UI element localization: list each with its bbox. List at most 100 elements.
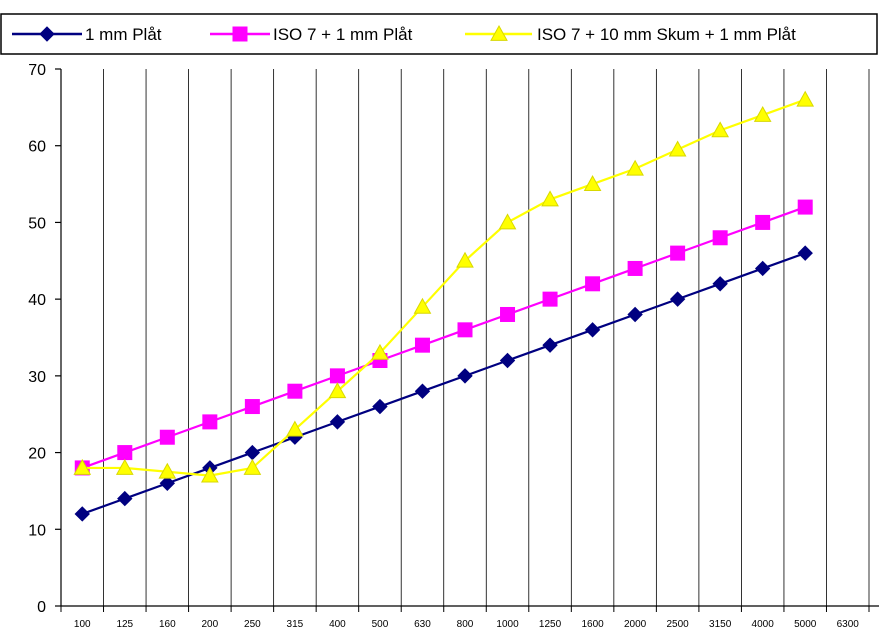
y-tick-label: 30: [28, 369, 46, 386]
data-point: [158, 462, 177, 479]
y-tick-label: 70: [28, 62, 46, 79]
legend-label: ISO 7 + 10 mm Skum + 1 mm Plåt: [537, 25, 796, 44]
data-point: [541, 190, 559, 207]
x-tick-label: 160: [159, 619, 176, 630]
x-tick-label: 125: [116, 619, 133, 630]
data-point: [414, 337, 430, 353]
data-point: [753, 105, 772, 122]
x-tick-label: 630: [414, 619, 431, 630]
data-point: [712, 276, 728, 292]
x-tick-label: 3150: [709, 619, 732, 630]
data-point: [74, 506, 90, 522]
legend: 1 mm Plåt ISO 7 + 1 mm Plåt ISO 7 + 10 m…: [0, 13, 878, 55]
data-point: [244, 399, 260, 415]
data-point: [796, 90, 815, 107]
x-tick-label: 1000: [496, 619, 519, 630]
data-point: [499, 352, 516, 369]
data-point: [243, 458, 262, 475]
data-point: [413, 297, 432, 314]
y-axis-ticks: 0 10 20 30 40 50 60 70: [28, 62, 61, 616]
x-tick-label: 6300: [837, 619, 860, 630]
legend-item-iso7-1mm-plat: ISO 7 + 1 mm Plåt: [210, 25, 413, 44]
y-tick-label: 20: [28, 446, 46, 463]
grid: [103, 69, 870, 606]
data-point: [287, 383, 303, 399]
legend-marker: [39, 26, 55, 42]
legend-label: ISO 7 + 1 mm Plåt: [273, 25, 413, 44]
data-point: [73, 458, 92, 475]
x-tick-label: 5000: [794, 619, 817, 630]
series-line: [81, 252, 806, 515]
data-point: [627, 306, 643, 323]
data-point: [159, 475, 176, 491]
x-tick-label: 250: [244, 619, 261, 630]
y-tick-label: 40: [28, 292, 46, 309]
x-axis-ticks: 100 125 160 200 250 315 400 500 630 800 1000 1250 16…: [60, 606, 870, 630]
data-point: [626, 159, 644, 176]
x-tick-label: 1250: [539, 619, 562, 630]
data-point: [797, 199, 813, 215]
x-tick-label: 400: [329, 619, 346, 630]
x-tick-label: 100: [74, 619, 91, 630]
legend-marker: [232, 26, 248, 42]
data-point: [457, 322, 473, 338]
data-point: [500, 306, 516, 322]
y-tick-label: 10: [28, 522, 46, 539]
data-point: [286, 420, 304, 437]
series-layer: [73, 90, 815, 522]
data-point: [755, 214, 771, 230]
data-point: [754, 260, 771, 277]
legend-label: 1 mm Plåt: [85, 25, 162, 44]
series-2: [73, 90, 815, 483]
series-0: [74, 245, 813, 522]
x-tick-label: 2000: [624, 619, 647, 630]
data-point: [456, 251, 474, 268]
x-tick-label: 1600: [581, 619, 604, 630]
data-point: [371, 343, 389, 360]
data-point: [414, 383, 431, 399]
axes: [60, 69, 879, 607]
data-point: [668, 140, 687, 157]
data-point: [372, 398, 388, 415]
data-point: [712, 230, 728, 246]
data-point: [329, 368, 345, 384]
y-tick-label: 50: [28, 215, 46, 232]
data-point: [457, 368, 473, 384]
x-tick-label: 315: [287, 619, 304, 630]
data-point: [329, 414, 346, 430]
data-point: [627, 260, 643, 276]
series-line: [82, 98, 806, 477]
x-tick-label: 500: [372, 619, 389, 630]
legend-item-iso7-10mm-skum-1mm-plat: ISO 7 + 10 mm Skum + 1 mm Plåt: [465, 24, 796, 44]
data-point: [498, 213, 517, 230]
series-1: [74, 199, 813, 476]
data-point: [584, 322, 601, 338]
data-point: [115, 458, 134, 475]
x-tick-label: 4000: [752, 619, 775, 630]
x-tick-label: 200: [201, 619, 218, 630]
data-point: [542, 291, 558, 307]
data-point: [670, 245, 686, 261]
legend-item-1-mm-plat: 1 mm Plåt: [12, 25, 162, 44]
data-point: [117, 445, 133, 461]
data-point: [117, 490, 133, 507]
data-point: [200, 466, 219, 483]
data-point: [797, 245, 813, 261]
data-point: [583, 175, 602, 191]
data-point: [711, 121, 730, 138]
data-point: [202, 414, 218, 430]
data-point: [159, 429, 175, 445]
x-tick-label: 2500: [667, 619, 690, 630]
legend-marker: [490, 24, 508, 41]
legend-frame: [0, 13, 878, 55]
data-point: [328, 382, 347, 399]
y-tick-label: 60: [28, 139, 46, 156]
y-tick-label: 0: [37, 599, 46, 616]
data-point: [542, 337, 558, 353]
data-point: [669, 291, 686, 307]
data-point: [585, 276, 601, 292]
x-tick-label: 800: [457, 619, 474, 630]
